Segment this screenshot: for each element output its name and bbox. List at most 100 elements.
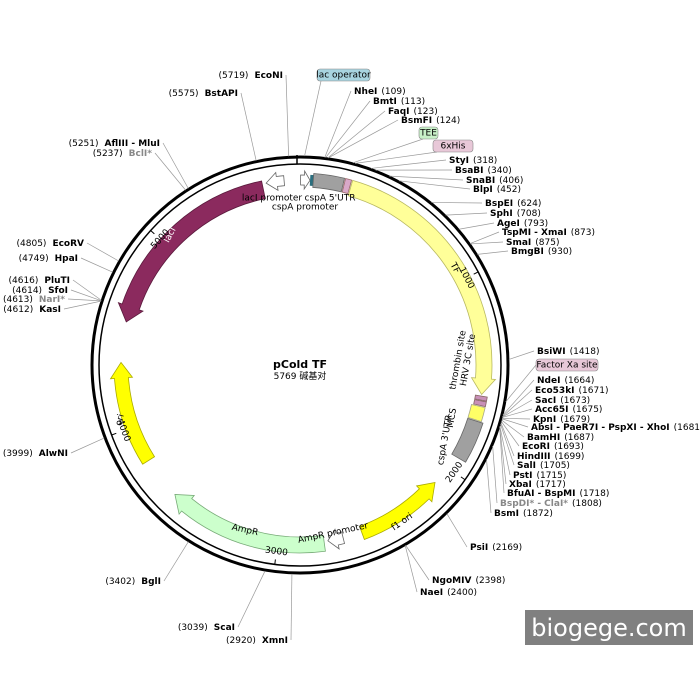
scale-label: 2000 xyxy=(444,460,465,485)
site-name: NaeI xyxy=(420,588,443,598)
site-position: (5719) xyxy=(219,71,249,81)
site-label: (5575) BstAPI xyxy=(169,89,238,99)
site-leader xyxy=(508,350,535,360)
site-name: StyI xyxy=(449,156,469,166)
site-name: XmnI xyxy=(262,636,288,646)
tag-label: 6xHis xyxy=(440,142,465,152)
site-leader xyxy=(501,419,525,438)
site-label: FaqI (123) xyxy=(388,107,438,117)
site-name: EcoRV xyxy=(52,239,84,249)
his-tag xyxy=(341,178,353,195)
site-position: (1715) xyxy=(536,471,566,481)
site-position: (113) xyxy=(401,97,425,107)
site-leader xyxy=(500,422,515,457)
site-label: (5237) BclI* xyxy=(93,149,153,159)
site-position: (5237) xyxy=(93,149,123,159)
scale-tick xyxy=(473,271,479,275)
thrombin-site xyxy=(474,394,488,402)
site-position: (1687) xyxy=(564,433,594,443)
site-position: (1872) xyxy=(523,509,553,519)
site-position: (3039) xyxy=(178,623,208,633)
site-label: BspDI* - ClaI* (1808) xyxy=(500,499,602,509)
site-label: PsiI (2169) xyxy=(470,543,522,553)
cspA-5utr xyxy=(312,173,346,193)
site-leader xyxy=(499,426,507,485)
site-label: EcoRI (1693) xyxy=(522,442,584,452)
site-position: (124) xyxy=(436,116,460,126)
site-leader xyxy=(404,545,418,593)
site-name: KpnI xyxy=(533,415,556,425)
site-leader xyxy=(502,408,533,418)
inner-ring xyxy=(98,163,502,567)
site-leader xyxy=(501,418,529,428)
site-position: (123) xyxy=(414,107,438,117)
tag-leader xyxy=(352,138,424,164)
site-leader xyxy=(431,202,483,204)
site-leader xyxy=(502,417,531,420)
site-position: (340) xyxy=(488,166,512,176)
site-position: (406) xyxy=(499,176,523,186)
site-name: KasI xyxy=(39,305,61,315)
feature-label: cspA 5'UTR xyxy=(305,194,356,204)
site-name: BfuAI - BspMI xyxy=(507,489,575,499)
site-name: XbaI xyxy=(509,480,532,490)
site-position: (3402) xyxy=(105,577,135,587)
site-name: SnaBI xyxy=(466,176,495,186)
scale-tick xyxy=(150,230,155,235)
site-label: BsiWI (1418) xyxy=(537,347,600,357)
site-leader xyxy=(154,152,186,191)
site-position: (873) xyxy=(571,228,595,238)
site-name: BsiWI xyxy=(537,347,566,357)
site-name: BclI* xyxy=(129,149,153,159)
site-leader xyxy=(86,242,119,262)
site-label: SnaBI (406) xyxy=(466,176,523,186)
watermark-box xyxy=(525,610,693,645)
site-leader xyxy=(502,379,535,416)
feature-label: MCS xyxy=(446,407,459,428)
site-label: (5719) EcoNI xyxy=(219,71,283,81)
site-name: NdeI xyxy=(537,376,560,386)
site-position: (4616) xyxy=(8,276,38,286)
cspA-promoter xyxy=(300,169,311,191)
tag-leader xyxy=(355,151,438,164)
feature-label: cspA promoter xyxy=(272,203,338,213)
site-name: BsmFI xyxy=(401,116,432,126)
scale-tick xyxy=(460,476,466,481)
site-position: (2400) xyxy=(447,588,477,598)
tag-box xyxy=(535,358,599,372)
ori xyxy=(109,361,156,465)
site-name: SalI xyxy=(517,461,536,471)
site-label: BlpI (452) xyxy=(473,185,521,195)
site-name: BamHI xyxy=(527,433,560,443)
site-label: XbaI (1717) xyxy=(509,480,566,490)
site-name: BspEI xyxy=(485,199,513,209)
site-label: (5251) AflIII - MluI xyxy=(69,139,160,149)
site-name: EcoRI xyxy=(522,442,550,452)
site-label: BmtI (113) xyxy=(373,97,425,107)
site-name: BsaBI xyxy=(455,166,484,176)
site-label: NgoMIV (2398) xyxy=(432,576,505,586)
site-label: HindIII (1699) xyxy=(517,452,584,462)
site-position: (1808) xyxy=(572,499,602,509)
cspA-3utr xyxy=(451,417,484,463)
site-leader xyxy=(163,541,189,582)
site-name: ScaI xyxy=(214,623,235,633)
site-position: (1699) xyxy=(555,452,585,462)
site-position: (4612) xyxy=(3,305,33,315)
lacI xyxy=(117,180,266,323)
site-name: NarI* xyxy=(39,295,65,305)
site-label: (2920) XmnI xyxy=(226,636,288,646)
site-position: (1717) xyxy=(536,480,566,490)
f1-ori xyxy=(359,482,436,541)
site-position: (4613) xyxy=(3,295,33,305)
site-leader xyxy=(285,74,289,157)
site-name: NheI xyxy=(354,87,377,97)
site-name: BglI xyxy=(141,577,161,587)
site-label: (3039) ScaI xyxy=(178,623,235,633)
site-leader xyxy=(325,100,371,158)
tag-leader xyxy=(304,80,322,157)
site-position: (2169) xyxy=(492,543,522,553)
site-label: BspEI (624) xyxy=(485,199,541,209)
site-position: (708) xyxy=(517,209,541,219)
tag-label: lac operator xyxy=(316,71,371,81)
